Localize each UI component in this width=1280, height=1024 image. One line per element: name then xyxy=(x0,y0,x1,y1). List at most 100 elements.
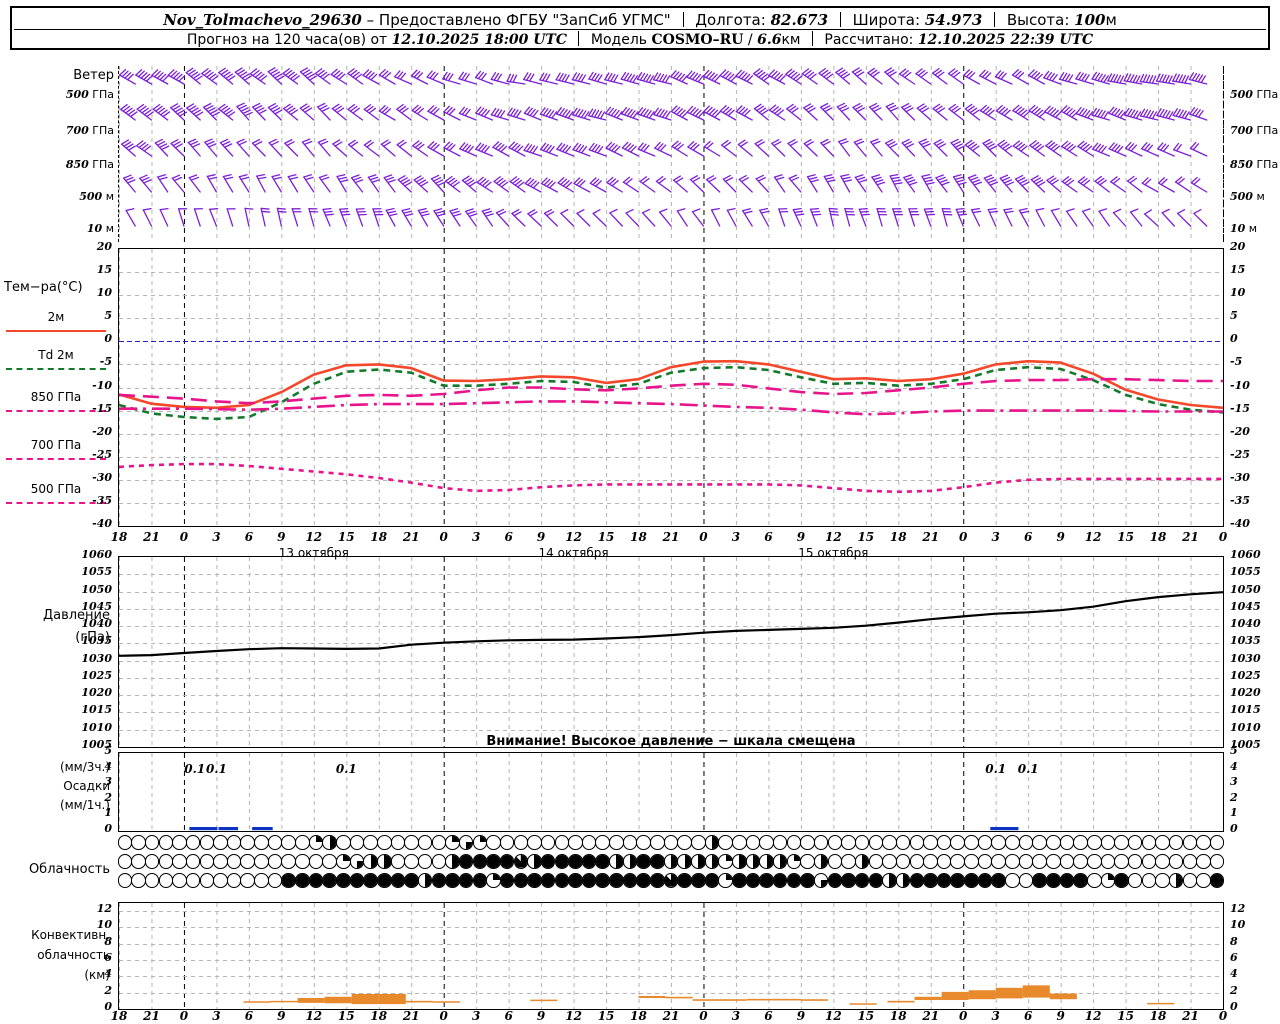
wind-level-value: 10 xyxy=(1230,222,1246,235)
wind-level-value: 500 xyxy=(79,190,103,203)
x-hour-label: 18 xyxy=(110,530,128,544)
cloud-fill xyxy=(903,874,910,887)
cloud-circle xyxy=(622,854,638,869)
cloud-fill xyxy=(541,855,555,868)
cloud-circle xyxy=(390,854,406,869)
longitude-label: Долгота: xyxy=(695,11,766,29)
x-hour-label: 0 xyxy=(179,530,189,544)
wind-level-unit: ГПа xyxy=(1252,158,1279,171)
convective-tick-left: 2 xyxy=(104,983,112,997)
cloud-circle xyxy=(977,854,993,869)
cloud-circle xyxy=(868,835,884,850)
cloud-fill xyxy=(711,855,719,868)
cloud-circle xyxy=(964,835,979,850)
altitude-value: 100 xyxy=(1074,11,1106,29)
x-hour-label: 21 xyxy=(922,530,940,544)
cloud-circle xyxy=(185,854,201,869)
x-hour-label: 0 xyxy=(1218,530,1228,544)
cloud-circle xyxy=(144,854,160,869)
cloud-fill xyxy=(725,874,732,881)
header-line-1: Nov_Tolmachevo_29630 – Предоставлено ФГБ… xyxy=(12,10,1268,30)
cloud-circle xyxy=(158,854,174,869)
cloud-fill xyxy=(637,874,650,887)
cloud-circle xyxy=(923,873,938,888)
conv-x-hour-label: 15 xyxy=(1117,1009,1134,1023)
cloud-circle xyxy=(1155,854,1170,869)
altitude-unit: м xyxy=(1105,11,1117,29)
cloud-circle xyxy=(213,873,228,888)
precip-tick-right: 2 xyxy=(1230,790,1238,804)
temperature-tick-right: 0 xyxy=(1230,332,1238,346)
cloud-fill xyxy=(350,874,364,887)
cloud-fill xyxy=(514,874,528,887)
conv-x-hour-label: 15 xyxy=(857,1009,875,1023)
cloud-circle xyxy=(1114,854,1129,869)
conv-x-hour-label: 18 xyxy=(889,1009,907,1023)
wind-level-label-r-4: 10 м xyxy=(1230,222,1280,235)
cloud-circle xyxy=(732,873,747,888)
wind-level-label-r-0: 500 ГПа xyxy=(1230,88,1280,101)
cloud-circle xyxy=(117,873,133,888)
cloud-circle xyxy=(390,835,406,850)
longitude-value: 82.673 xyxy=(770,11,829,29)
header-box: Nov_Tolmachevo_29630 – Предоставлено ФГБ… xyxy=(10,6,1270,50)
cloud-circle xyxy=(1182,835,1198,850)
cloud-fill xyxy=(296,874,309,887)
pressure-tick-right: 1025 xyxy=(1230,668,1261,682)
cloud-fill xyxy=(555,874,569,887)
cloud-circle xyxy=(786,835,802,850)
cloud-circle xyxy=(691,873,706,888)
cloud-circle xyxy=(445,873,460,888)
cloud-fill xyxy=(801,874,814,887)
cloud-fill xyxy=(364,874,377,887)
temperature-legend-label-3: 700 ГПа xyxy=(30,438,82,452)
cloud-circle xyxy=(813,873,829,888)
precip-label-line1: (мм/3ч.) xyxy=(59,760,110,774)
cloud-fill xyxy=(821,880,828,887)
cloud-circle xyxy=(1155,873,1170,888)
cloud-circle xyxy=(1005,873,1020,888)
model-label: Модель xyxy=(590,32,648,48)
pressure-tick-right: 1020 xyxy=(1230,686,1261,700)
precip-value-0: 0.1 xyxy=(184,762,206,776)
cloud-fill xyxy=(937,874,951,887)
cloud-circle xyxy=(349,854,365,869)
cloud-circle xyxy=(226,835,242,850)
cloud-fill xyxy=(500,855,514,868)
precip-tick-right: 0 xyxy=(1230,822,1238,835)
cloud-circle xyxy=(172,873,187,888)
cloud-circle xyxy=(691,835,706,850)
pressure-tick-left: 1025 xyxy=(81,668,112,682)
cloud-circle xyxy=(882,854,897,869)
cloud-circle xyxy=(322,873,337,888)
precip-tick-right: 1 xyxy=(1230,806,1238,820)
model-sep: / xyxy=(747,32,753,48)
cloud-circle xyxy=(1209,854,1225,869)
cloud-circle xyxy=(732,854,747,869)
conv-x-hour-label: 3 xyxy=(731,1009,741,1023)
cloud-fill xyxy=(425,874,432,887)
conv-x-hour-label: 12 xyxy=(1084,1009,1102,1023)
cloud-fill xyxy=(910,874,924,887)
cloud-circle xyxy=(295,873,310,888)
pressure-tick-right: 1005 xyxy=(1230,738,1261,751)
cloud-circle xyxy=(1087,873,1102,888)
cloud-circle xyxy=(1073,835,1088,850)
cloud-circle xyxy=(800,873,815,888)
cloud-fill xyxy=(629,855,637,868)
cloud-circle xyxy=(718,873,733,888)
cloudiness-panel xyxy=(117,834,1225,892)
wind-level-label-l-2: 850 ГПа xyxy=(20,158,114,171)
cloud-circle xyxy=(363,835,378,850)
cloud-fill xyxy=(793,855,801,862)
cloud-circle xyxy=(527,873,542,888)
cloud-circle xyxy=(458,835,474,850)
cloud-circle xyxy=(827,854,843,869)
temperature-tick-left: -5 xyxy=(99,355,112,369)
cloud-circle xyxy=(595,854,610,869)
x-hour-label: 3 xyxy=(731,530,741,544)
altitude-label: Высота: xyxy=(1006,11,1070,29)
temperature-tick-right: -35 xyxy=(1230,493,1250,507)
temperature-tick-right: -40 xyxy=(1230,517,1250,530)
cloud-circle xyxy=(1059,835,1075,850)
